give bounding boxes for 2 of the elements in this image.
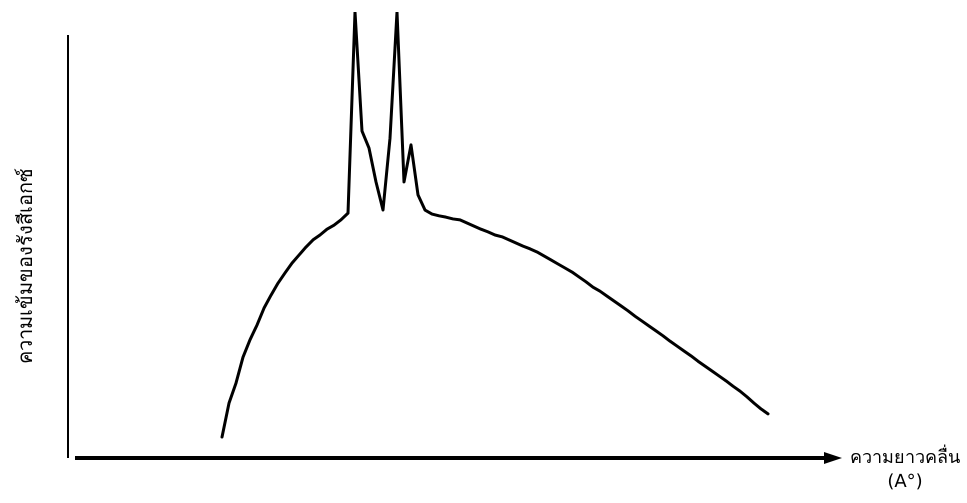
x-axis-title: ความยาวคลื่น (A°) xyxy=(849,446,961,494)
y-axis-title: ความเข้มของรังสีเอกซ์ xyxy=(12,167,38,366)
